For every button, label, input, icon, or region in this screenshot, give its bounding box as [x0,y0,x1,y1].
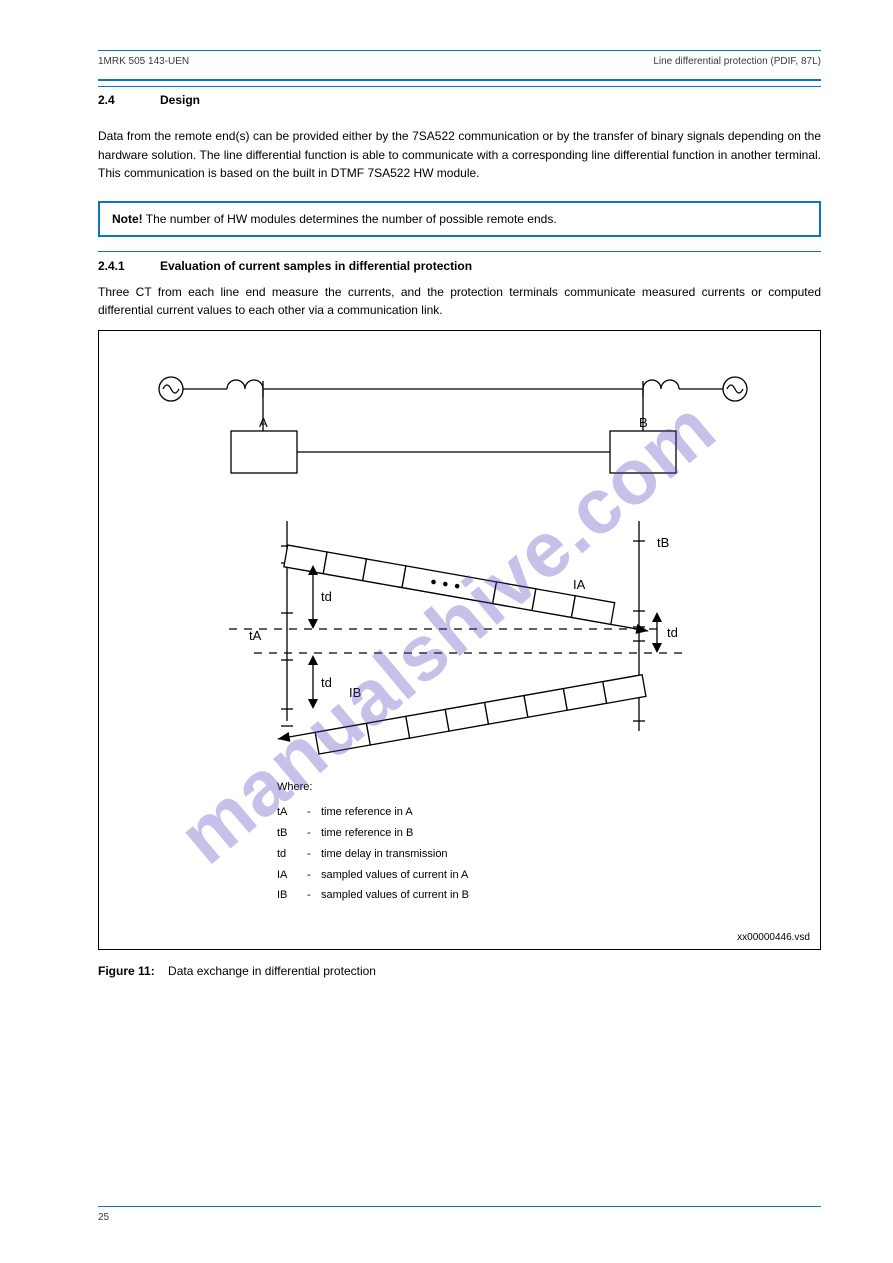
fig-label-td-right: td [667,625,678,640]
figure-legend: Where: tA-time reference in A tB-time re… [277,777,469,906]
fig-label-ia: IA [573,577,586,592]
subsection-number: 2.4.1 [98,259,160,273]
fig-label-b: B [639,415,648,430]
legend-row: IB-sampled values of current in B [277,885,469,906]
header-right: Line differential protection (PDIF, 87L) [653,56,821,67]
fig-label-td-lower: td [321,675,332,690]
fig-label-ib: IB [349,685,361,700]
subsection-title: Evaluation of current samples in differe… [160,259,821,273]
fig-label-td-upper: td [321,589,332,604]
fig-label-tb: tB [657,535,669,550]
figure-diagram: A B td td td tA tB IA IB [99,331,821,776]
legend-row: tB-time reference in B [277,823,469,844]
figure-caption-text: Data exchange in differential protection [168,964,376,978]
legend-row: tA-time reference in A [277,802,469,823]
section-body: Data from the remote end(s) can be provi… [98,127,821,183]
note-text: The number of HW modules determines the … [146,212,557,226]
subsection-intro: Three CT from each line end measure the … [98,283,821,320]
section-header: 2.4 Design [98,86,821,107]
figure-caption: Figure 11: Data exchange in differential… [98,964,821,978]
legend-title: Where: [277,777,469,798]
figure-caption-label: Figure 11: [98,964,155,978]
note-box: Note! The number of HW modules determine… [98,201,821,237]
subsection-header: 2.4.1 Evaluation of current samples in d… [98,251,821,273]
header-left: 1MRK 505 143-UEN [98,56,189,67]
fig-label-a: A [259,415,268,430]
fig-label-ta: tA [249,628,262,643]
paragraph: Data from the remote end(s) can be provi… [98,127,821,183]
footer-page-number: 25 [98,1212,109,1223]
legend-row: IA-sampled values of current in A [277,865,469,886]
section-title: Design [160,93,821,107]
page-header: 1MRK 505 143-UEN Line differential prote… [98,50,821,71]
figure-frame: A B td td td tA tB IA IB Where: tA-time … [98,330,821,950]
legend-row: td-time delay in transmission [277,844,469,865]
section-number: 2.4 [98,93,160,107]
figure-diagram-id: xx00000446.vsd [737,932,810,943]
page-footer: 25 [98,1206,821,1223]
note-label: Note! [112,212,143,226]
